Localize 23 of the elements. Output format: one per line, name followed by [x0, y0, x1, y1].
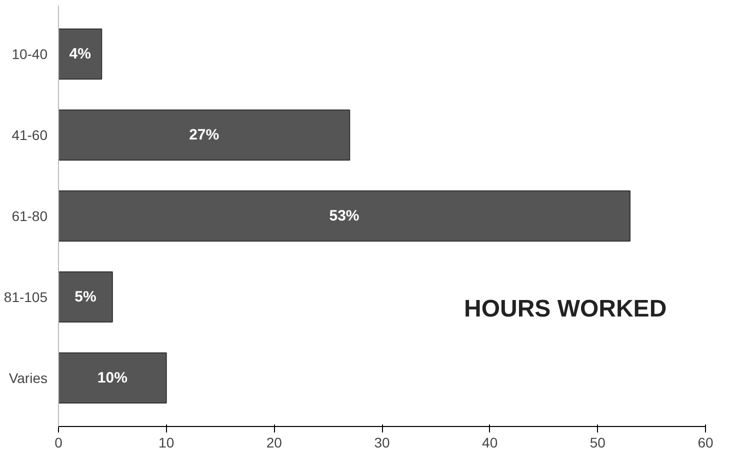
- data-label: 5%: [74, 288, 96, 306]
- x-tick-label: 30: [374, 434, 390, 450]
- bar: [58, 190, 631, 242]
- bar: [58, 271, 113, 323]
- x-tick-label: 60: [698, 434, 714, 450]
- bar: [58, 352, 167, 404]
- x-tick-label: 40: [482, 434, 498, 450]
- data-label: 53%: [329, 208, 360, 224]
- y-tick-label: 61-80: [12, 208, 48, 224]
- x-tick-label: 50: [590, 434, 606, 450]
- y-tick-label: Varies: [8, 370, 48, 386]
- text: HOURS WORKED: [464, 296, 667, 323]
- y-tick-label: 41-60: [12, 127, 48, 144]
- x-tick-label: 10: [158, 434, 174, 450]
- data-label: 10%: [97, 369, 128, 386]
- bar: [58, 109, 350, 161]
- data-label: 27%: [189, 126, 220, 144]
- y-tick-label: 81-105: [4, 288, 48, 305]
- x-tick-label: 20: [266, 434, 282, 450]
- y-tick-label: 10-40: [12, 46, 48, 62]
- x-tick-label: 0: [54, 434, 63, 450]
- bar: [58, 28, 102, 80]
- data-label: 4%: [69, 46, 91, 63]
